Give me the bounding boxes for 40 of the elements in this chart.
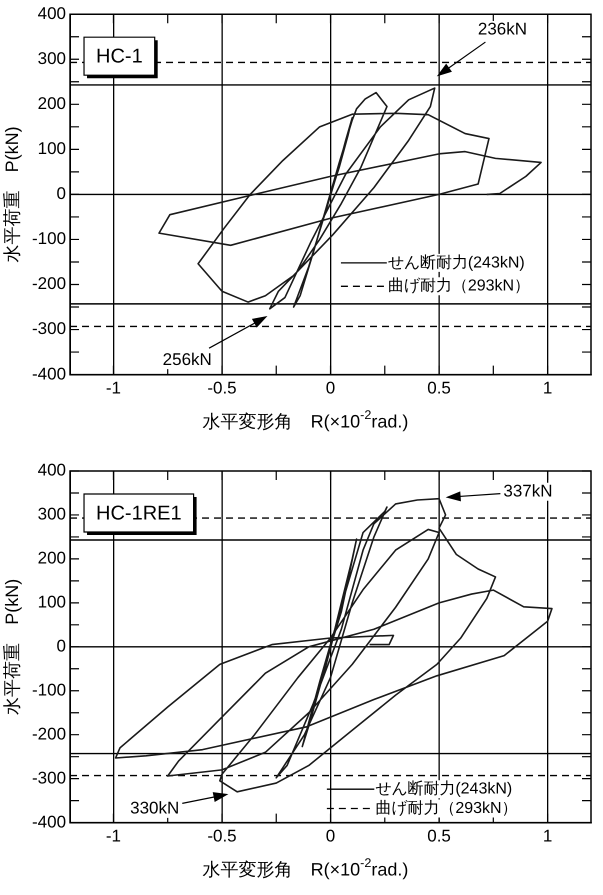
x-tick-label: -0.5 [207,378,237,398]
y-tick-label: 200 [38,94,66,113]
annotation: 236kN [478,20,528,39]
x-tick-label: 1 [542,826,552,846]
y-tick-label: 400 [38,460,66,480]
y-axis-title: 水平荷重 P(kN) [2,578,22,715]
x-tick-label: -1 [106,378,121,398]
y-tick-label: 200 [38,548,66,568]
y-tick-label: 300 [38,504,66,524]
y-tick-label: 100 [38,592,66,612]
x-tick-label: 0 [326,378,336,398]
y-tick-label: -300 [32,768,66,788]
y-tick-label: -300 [32,319,66,338]
y-tick-label: 300 [38,48,66,68]
x-tick-label: -0.5 [207,826,237,846]
y-tick-label: 0 [56,636,66,656]
annotation: HC-1RE1 [96,502,182,525]
y-tick-label: 0 [56,184,66,204]
legend-label: せん断耐力(243kN) [375,780,512,798]
annotation: HC-1 [96,46,143,68]
legend-label: せん断耐力(243kN) [388,253,525,272]
y-tick-label: 400 [38,4,66,23]
y-tick-label: 100 [38,139,66,158]
x-tick-label: 1 [542,378,552,398]
annotation: 337kN [503,481,553,500]
x-tick-label: 0.5 [427,826,451,846]
legend-label: 曲げ耐力（293kN） [388,276,530,295]
annotation: 330kN [130,798,180,818]
y-tick-label: -200 [32,724,66,744]
y-tick-label: -400 [32,364,66,384]
legend-label: 曲げ耐力（293kN） [375,798,518,817]
y-tick-label: -400 [32,812,66,832]
x-tick-label: -1 [106,826,121,846]
x-tick-label: 0 [326,826,336,846]
y-tick-label: -100 [32,680,66,700]
annotation: 256kN [162,350,212,369]
y-axis-title: 水平荷重 P(kN) [2,126,22,262]
y-tick-label: -200 [32,274,66,294]
x-tick-label: 0.5 [427,378,451,398]
y-tick-label: -100 [32,229,66,248]
